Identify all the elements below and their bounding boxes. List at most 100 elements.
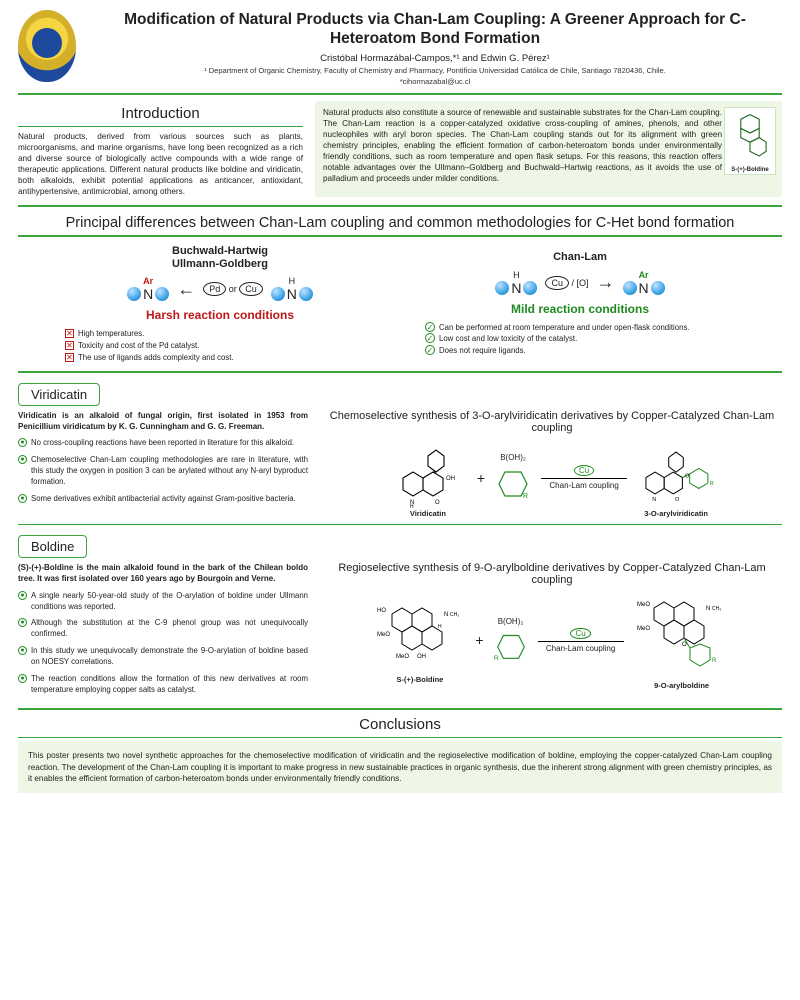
right-method-title: Chan-Lam bbox=[415, 251, 745, 264]
structure-arboronic: R bbox=[493, 462, 533, 502]
svg-text:MeO: MeO bbox=[637, 602, 650, 608]
university-logo bbox=[18, 10, 76, 82]
bullet-icon: ● bbox=[18, 591, 27, 600]
atom-ball-icon bbox=[155, 287, 169, 301]
atom-ball-icon bbox=[495, 281, 509, 295]
viridicatin-box: Viridicatin bbox=[18, 383, 100, 406]
structure-boldine: HO MeO OH MeO NCH₃ H bbox=[372, 596, 467, 674]
structure-product-b: MeOMeO O NCH₃ R bbox=[632, 590, 732, 680]
arrow-left-icon: ← bbox=[177, 279, 195, 300]
atom-ball-icon bbox=[127, 287, 141, 301]
svg-text:O: O bbox=[435, 500, 440, 506]
svg-text:OH: OH bbox=[446, 476, 455, 482]
intro-right: Natural products also constitute a sourc… bbox=[315, 101, 782, 198]
bullet-icon: ● bbox=[18, 674, 27, 683]
divider bbox=[18, 235, 782, 237]
svg-text:R: R bbox=[712, 658, 717, 664]
check-icon: ✓ bbox=[425, 345, 435, 355]
viridicatin-text: Viridicatin is an alkaloid of fungal ori… bbox=[18, 410, 308, 518]
divider bbox=[18, 371, 782, 373]
svg-text:N: N bbox=[444, 612, 448, 618]
boldine-scheme: Regioselective synthesis of 9-O-arylbold… bbox=[322, 562, 782, 702]
boldine-box: Boldine bbox=[18, 535, 87, 558]
svg-text:N: N bbox=[652, 497, 656, 503]
compare-left: Buchwald-Hartwig Ullmann-Goldberg Ar N ←… bbox=[55, 245, 385, 363]
reaction-arrow: Cu Chan-Lam coupling bbox=[538, 628, 624, 653]
left-method-title: Buchwald-Hartwig Ullmann-Goldberg bbox=[55, 245, 385, 270]
svg-text:OH: OH bbox=[417, 654, 426, 660]
svg-text:R: R bbox=[493, 655, 498, 662]
x-icon: ✕ bbox=[65, 353, 74, 362]
structure-viridicatin: OHONH bbox=[387, 438, 469, 508]
intro-text-left: Natural products, derived from various s… bbox=[18, 131, 303, 197]
check-icon: ✓ bbox=[425, 322, 435, 332]
left-bullets: ✕High temperatures. ✕Toxicity and cost o… bbox=[55, 328, 385, 363]
conclusions-text: This poster presents two novel synthetic… bbox=[18, 742, 782, 792]
divider bbox=[18, 737, 782, 739]
intro-heading: Introduction bbox=[18, 105, 303, 122]
svg-text:HO: HO bbox=[377, 608, 386, 614]
intro-row: Introduction Natural products, derived f… bbox=[18, 101, 782, 198]
poster-root: Modification of Natural Products via Cha… bbox=[0, 0, 800, 803]
divider bbox=[18, 524, 782, 526]
x-icon: ✕ bbox=[65, 341, 74, 350]
check-icon: ✓ bbox=[425, 333, 435, 343]
svg-text:MeO: MeO bbox=[396, 654, 409, 660]
affiliation: ¹ Department of Organic Chemistry, Facul… bbox=[88, 66, 782, 75]
bullet-icon: ● bbox=[18, 494, 27, 503]
structure-product-v: O R O N bbox=[635, 438, 717, 508]
svg-text:N: N bbox=[706, 606, 710, 612]
svg-text:O: O bbox=[685, 473, 689, 479]
bullet-icon: ● bbox=[18, 438, 27, 447]
intro-left: Introduction Natural products, derived f… bbox=[18, 101, 303, 198]
svg-text:R: R bbox=[710, 481, 714, 487]
boldine-lead: (S)-(+)-Boldine is the main alkaloid fou… bbox=[18, 562, 308, 584]
boldine-text: (S)-(+)-Boldine is the main alkaloid fou… bbox=[18, 562, 308, 702]
divider bbox=[18, 205, 782, 207]
boldine-synth-title: Regioselective synthesis of 9-O-arylbold… bbox=[322, 562, 782, 586]
atom-ball-icon bbox=[299, 287, 313, 301]
bullet-icon: ● bbox=[18, 618, 27, 627]
right-scheme: H N Cu / [O] → Ar N bbox=[415, 270, 745, 296]
svg-text:R: R bbox=[523, 493, 528, 500]
divider bbox=[18, 126, 303, 128]
right-conditions: Mild reaction conditions bbox=[415, 302, 745, 316]
title-block: Modification of Natural Products via Cha… bbox=[88, 10, 782, 87]
compare-heading: Principal differences between Chan-Lam c… bbox=[18, 215, 782, 231]
viridicatin-lead: Viridicatin is an alkaloid of fungal ori… bbox=[18, 410, 308, 432]
atom-ball-icon bbox=[523, 281, 537, 295]
left-scheme: Ar N ← Pd or Cu H N bbox=[55, 276, 385, 302]
svg-text:O: O bbox=[675, 497, 679, 503]
svg-text:CH₃: CH₃ bbox=[450, 612, 459, 618]
viridicatin-synth-title: Chemoselective synthesis of 3-O-arylviri… bbox=[322, 410, 782, 434]
x-icon: ✕ bbox=[65, 329, 74, 338]
intro-text-right: Natural products also constitute a sourc… bbox=[323, 107, 722, 184]
svg-text:MeO: MeO bbox=[377, 632, 390, 638]
bullet-icon: ● bbox=[18, 646, 27, 655]
left-conditions: Harsh reaction conditions bbox=[55, 308, 385, 322]
svg-text:H: H bbox=[438, 624, 442, 630]
atom-ball-icon bbox=[271, 287, 285, 301]
svg-text:H: H bbox=[410, 504, 414, 508]
structure-arboronic: R bbox=[492, 626, 530, 664]
atom-ball-icon bbox=[623, 281, 637, 295]
header: Modification of Natural Products via Cha… bbox=[18, 10, 782, 87]
conclusions-heading: Conclusions bbox=[18, 716, 782, 733]
boldine-row: (S)-(+)-Boldine is the main alkaloid fou… bbox=[18, 562, 782, 702]
contact-email: *cihormazabal@uc.cl bbox=[88, 77, 782, 86]
atom-ball-icon bbox=[651, 281, 665, 295]
chem-scheme: HOMeO OHMeO NCH₃ H S-(+)-Boldine + B(OH)… bbox=[322, 590, 782, 690]
authors: Cristóbal Hormazábal-Campos,*¹ and Edwin… bbox=[88, 53, 782, 64]
thumb-caption: S-(+)-Boldine bbox=[725, 167, 775, 173]
viridicatin-row: Viridicatin is an alkaloid of fungal ori… bbox=[18, 410, 782, 518]
divider bbox=[18, 93, 782, 95]
reaction-arrow: Cu Chan-Lam coupling bbox=[541, 465, 627, 490]
viridicatin-scheme: Chemoselective synthesis of 3-O-arylviri… bbox=[322, 410, 782, 518]
divider bbox=[18, 708, 782, 710]
svg-text:O: O bbox=[682, 642, 687, 648]
right-bullets: ✓Can be performed at room temperature an… bbox=[415, 322, 745, 357]
bullet-icon: ● bbox=[18, 455, 27, 464]
comparison-block: Buchwald-Hartwig Ullmann-Goldberg Ar N ←… bbox=[18, 245, 782, 363]
svg-text:MeO: MeO bbox=[637, 626, 650, 632]
poster-title: Modification of Natural Products via Cha… bbox=[88, 10, 782, 49]
